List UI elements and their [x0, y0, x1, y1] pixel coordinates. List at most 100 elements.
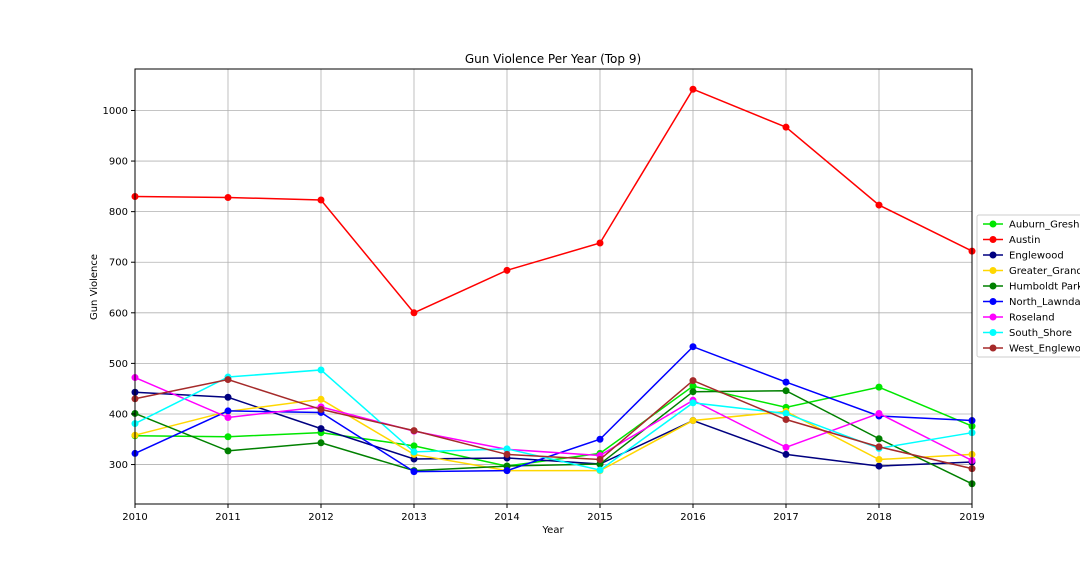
series-north-lawndale — [131, 343, 976, 476]
data-point — [224, 433, 232, 441]
legend-label: Auburn_Gresham — [1009, 220, 1080, 231]
y-tick-label: 300 — [109, 460, 128, 471]
series-line — [134, 369, 973, 471]
series-lines — [131, 85, 976, 488]
legend-item: Humboldt Park — [983, 282, 1080, 293]
legend-swatch-marker — [989, 236, 997, 243]
series-line — [134, 389, 973, 485]
data-point — [875, 443, 883, 451]
data-point — [782, 450, 790, 458]
data-point — [875, 462, 883, 470]
data-point — [782, 409, 790, 417]
data-point — [596, 435, 604, 443]
legend-label: North_Lawndale — [1009, 297, 1080, 308]
x-tick-label: 2010 — [122, 512, 147, 523]
data-point — [224, 376, 232, 384]
y-axis-title: Gun Violence — [89, 254, 100, 320]
data-point — [410, 442, 418, 450]
x-tick-label: 2012 — [308, 512, 333, 523]
data-point — [782, 416, 790, 424]
y-tick-label: 800 — [109, 207, 128, 218]
data-point — [875, 383, 883, 391]
legend-swatch-marker — [989, 313, 997, 321]
legend-swatch-marker — [989, 220, 997, 228]
data-point — [875, 201, 883, 209]
data-point — [689, 382, 697, 390]
data-point — [224, 414, 232, 422]
series-line — [134, 378, 973, 470]
legend-label: South_Shore — [1009, 328, 1072, 339]
series-line — [134, 391, 973, 467]
y-tick-label: 900 — [109, 157, 128, 168]
data-point — [782, 443, 790, 451]
legend-label: Englewood — [1009, 251, 1064, 262]
data-point — [689, 343, 697, 351]
series-line — [134, 398, 973, 472]
data-point — [317, 196, 325, 204]
data-point — [503, 450, 511, 458]
legend-item: South_Shore — [983, 328, 1072, 339]
legend-box — [976, 214, 1080, 358]
plot-area-frame — [134, 68, 973, 505]
x-axis-title: Year — [541, 525, 564, 536]
series-west-englewood — [131, 376, 976, 473]
data-point — [782, 387, 790, 395]
legend-swatch-marker — [989, 267, 997, 274]
data-point — [317, 405, 325, 413]
data-point — [782, 378, 790, 386]
data-point — [317, 366, 325, 374]
series-austin — [131, 85, 976, 317]
data-point — [503, 266, 511, 274]
y-tick-label: 700 — [109, 258, 128, 269]
legend-item: Greater_Grand_Crossing — [983, 266, 1080, 277]
data-point — [317, 439, 325, 447]
data-point — [503, 467, 511, 475]
y-tick-label: 1000 — [103, 106, 128, 117]
y-tick-label: 600 — [109, 308, 128, 319]
legend-label: Greater_Grand_Crossing — [1009, 266, 1080, 277]
data-point — [410, 468, 418, 476]
y-tick-label: 400 — [109, 409, 128, 420]
data-point — [689, 85, 697, 93]
x-tick-label: 2019 — [959, 512, 984, 523]
legend: Auburn_Gresham Austin Englewood Greater_Gra… — [976, 214, 1080, 358]
data-point — [410, 448, 418, 456]
data-point — [875, 435, 883, 443]
legend-item: Englewood — [983, 251, 1064, 262]
grid-lines — [134, 69, 973, 504]
data-point — [224, 447, 232, 455]
series-south-shore — [131, 366, 976, 474]
data-point — [317, 395, 325, 403]
data-point — [689, 377, 697, 385]
legend-swatch-marker — [989, 329, 997, 336]
data-point — [689, 388, 697, 396]
data-point — [224, 193, 232, 201]
legend-swatch-marker — [989, 344, 997, 352]
legend-label: West_Englewood — [1009, 344, 1080, 355]
x-tick-label: 2017 — [773, 512, 798, 523]
data-point — [224, 407, 232, 415]
legend-label: Roseland — [1009, 313, 1055, 324]
data-point — [503, 445, 511, 453]
legend-item: Roseland — [983, 313, 1055, 324]
legend-label: Austin — [1009, 235, 1040, 246]
data-point — [875, 409, 883, 417]
legend-item: West_Englewood — [983, 344, 1080, 355]
series-roseland — [131, 374, 976, 464]
x-tick-label: 2018 — [866, 512, 891, 523]
legend-swatch-marker — [989, 282, 997, 290]
data-point — [689, 417, 697, 425]
data-point — [410, 427, 418, 435]
chart-title: Gun Violence Per Year (Top 9) — [465, 52, 641, 66]
data-point — [317, 425, 325, 433]
data-point — [596, 466, 604, 474]
legend-swatch-marker — [989, 298, 997, 305]
x-tick-label: 2011 — [215, 512, 240, 523]
legend-label: Humboldt Park — [1009, 282, 1080, 293]
legend-item: Auburn_Gresham — [983, 220, 1080, 231]
x-tick-label: 2013 — [401, 512, 426, 523]
x-tick-label: 2014 — [494, 512, 519, 523]
x-axis-ticks: 2010 2011 2012 2013 2014 2015 2016 2017 2018 2019 — [122, 504, 985, 523]
data-point — [782, 123, 790, 131]
